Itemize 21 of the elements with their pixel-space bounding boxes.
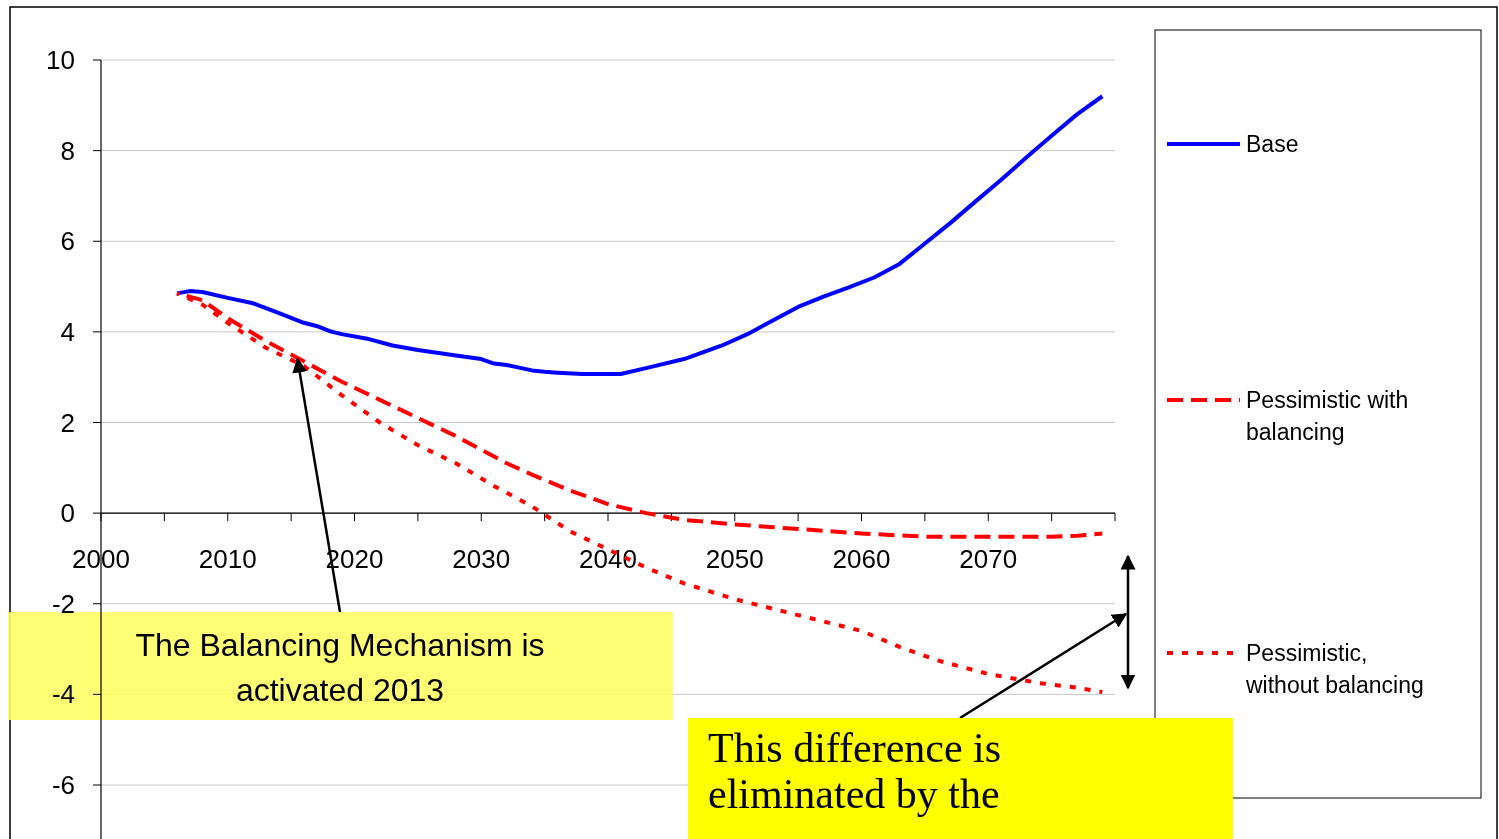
y-tick-label: 0 [60,498,75,529]
legend-label: Pessimistic, without balancing [1245,640,1424,699]
annotation: This difference is eliminated by the [708,725,1002,817]
y-tick-label: 4 [60,316,75,347]
y-tick-label: 10 [46,45,75,76]
legend-label: Pessimistic with balancing [1246,387,1409,446]
x-tick-label: 2030 [452,544,511,575]
legend-label: Base [1246,131,1299,158]
line-series [175,94,1105,377]
x-tick-label: 2040 [579,544,637,575]
y-tick-label: 8 [60,135,75,166]
x-tick-label: 2050 [705,544,764,575]
y-tick-label: 2 [60,407,75,438]
x-tick-label: 2010 [198,544,257,575]
y-tick-label: 6 [60,226,75,257]
x-tick-label: 2060 [832,544,891,575]
annotation: The Balancing Mechanism is activated 2013 [135,627,545,708]
x-tick-label: 2070 [959,544,1018,575]
y-tick-label: -2 [51,588,75,619]
y-tick-label: -6 [51,770,75,801]
y-tick-label: -4 [51,679,75,710]
